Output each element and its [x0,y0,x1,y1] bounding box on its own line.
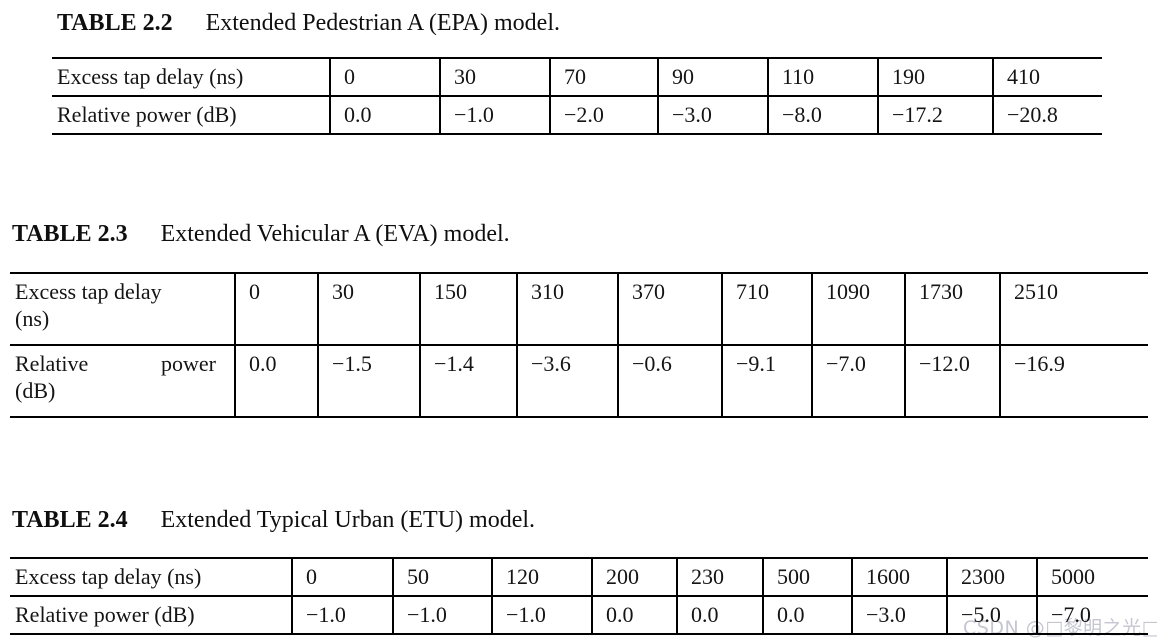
row-header-line1: Excess tap delay [15,279,162,304]
table-cell: 70 [549,58,658,96]
table-cell: 150 [419,273,517,345]
table-2-3-caption-text: Extended Vehicular A (EVA) model. [160,221,510,247]
table-cell: 200 [591,558,677,596]
table-cell: −20.8 [992,96,1102,134]
table-cell: −17.2 [877,96,993,134]
table-cell: 1600 [851,558,947,596]
table-row-power: Relative power (dB) 0.0 −1.0 −2.0 −3.0 −… [52,96,1102,134]
table-2-4-caption-text: Extended Typical Urban (ETU) model. [160,507,536,533]
table-2-2-caption: TABLE 2.2 Extended Pedestrian A (EPA) mod… [57,7,560,39]
table-cell: −7.0 [811,345,905,417]
row-header-line1: Relative power [15,351,216,376]
table-2-4: Excess tap delay (ns) 0 50 120 200 230 5… [10,557,1148,635]
table-cell: −1.5 [317,345,420,417]
table-row-power: Relative power (dB) −1.0 −1.0 −1.0 0.0 0… [10,596,1148,634]
table-cell: 310 [516,273,618,345]
table-cell: −1.0 [439,96,550,134]
table-cell: 0.0 [234,345,318,417]
table-cell: 110 [767,58,878,96]
table-row-delay: Excess tap delay (ns) 0 50 120 200 230 5… [10,558,1148,596]
table-cell: 230 [676,558,763,596]
table-2-3: Excess tap delay (ns) 0 30 150 310 370 7… [10,272,1148,418]
table-row-delay: Excess tap delay (ns) 0 30 70 90 110 190… [52,58,1102,96]
table-cell: −5.0 [946,596,1037,634]
table-cell: 2300 [946,558,1037,596]
table-row-power: Relative power (dB) 0.0 −1.5 −1.4 −3.6 −… [10,345,1148,417]
table-cell: 370 [617,273,722,345]
table-2-2-label: TABLE 2.2 [57,10,173,36]
table-cell: 90 [657,58,768,96]
table-row-delay: Excess tap delay (ns) 0 30 150 310 370 7… [10,273,1148,345]
table-cell: −1.0 [491,596,592,634]
table-cell: 120 [491,558,592,596]
table-2-4-caption: TABLE 2.4 Extended Typical Urban (ETU) mo… [12,504,535,536]
row-header-line2: (dB) [15,378,56,403]
table-2-3-label: TABLE 2.3 [12,221,128,247]
table-cell: 0.0 [676,596,763,634]
row-header-power: Relative power (dB) [10,345,235,417]
table-cell: 410 [992,58,1102,96]
table-cell: 0.0 [762,596,852,634]
row-header-power: Relative power (dB) [15,602,195,627]
table-cell: −7.0 [1036,596,1148,634]
row-header-line2: (ns) [15,306,50,331]
table-cell: 0 [291,558,393,596]
row-header-power: Relative power (dB) [57,102,237,127]
table-cell: −1.0 [392,596,492,634]
table-cell: 50 [392,558,492,596]
table-cell: −1.0 [291,596,393,634]
table-cell: −2.0 [549,96,658,134]
table-cell: 500 [762,558,852,596]
table-cell: 1090 [811,273,905,345]
table-cell: 1730 [904,273,1000,345]
table-cell: 0.0 [591,596,677,634]
table-cell: −1.4 [419,345,517,417]
table-cell: −16.9 [999,345,1148,417]
table-cell: 190 [877,58,993,96]
table-2-2: Excess tap delay (ns) 0 30 70 90 110 190… [52,57,1102,135]
table-cell: 30 [317,273,420,345]
table-cell: −0.6 [617,345,722,417]
row-header-delay: Excess tap delay (ns) [15,564,202,589]
table-cell: −3.0 [851,596,947,634]
table-cell: 0 [329,58,440,96]
table-cell: 0.0 [329,96,440,134]
table-cell: −3.0 [657,96,768,134]
table-cell: −9.1 [721,345,812,417]
table-cell: 5000 [1036,558,1148,596]
row-header-delay: Excess tap delay (ns) [57,64,244,89]
table-2-2-caption-text: Extended Pedestrian A (EPA) model. [205,10,560,36]
table-cell: −12.0 [904,345,1000,417]
table-cell: −3.6 [516,345,618,417]
table-cell: −8.0 [767,96,878,134]
table-cell: 2510 [999,273,1148,345]
table-cell: 710 [721,273,812,345]
row-header-delay: Excess tap delay (ns) [10,273,235,345]
table-2-3-caption: TABLE 2.3 Extended Vehicular A (EVA) mode… [12,218,510,250]
table-2-4-label: TABLE 2.4 [12,507,128,533]
table-cell: 30 [439,58,550,96]
table-cell: 0 [234,273,318,345]
